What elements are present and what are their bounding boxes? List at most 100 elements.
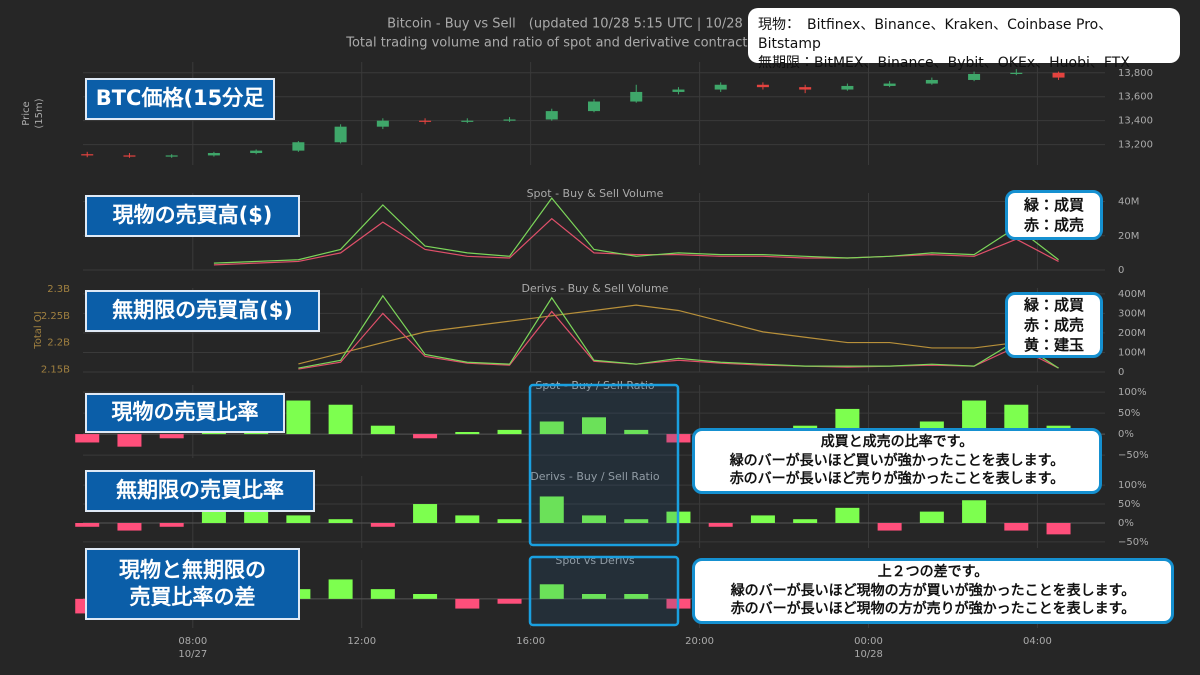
candle-body [461,120,474,122]
label-line: BTC価格(15分足 [95,86,265,111]
bar [455,598,480,609]
y-tick-label: 300M [1118,308,1146,319]
y-tick-label: 100% [1118,480,1147,491]
candle-body [968,73,981,80]
bar [328,519,353,523]
label-line: 売買比率の差 [129,585,256,609]
candle-body [756,84,769,88]
candle-body [841,85,854,90]
label-line: 無期限の売買比率 [116,478,284,503]
candle-body [376,120,389,127]
x-tick-date: 10/28 [854,649,883,660]
candle-body [672,89,685,92]
bar [75,522,100,527]
y2-tick-label: 2.3B [47,284,70,295]
y-tick-label: 0 [1118,265,1124,276]
candle-body [292,142,305,151]
panel-label: 現物の売買高($) [85,195,300,237]
panel-title: Derivs - Buy / Sell Ratio [530,470,660,483]
bar [328,404,353,435]
series-line [213,197,1059,264]
bar [117,434,142,447]
y-tick-label: 13,400 [1118,116,1153,127]
y-tick-label: 0% [1118,429,1134,440]
bar [582,594,606,599]
bar [919,511,944,523]
series-line [298,294,1059,369]
bar [370,425,395,435]
panel-label: 無期限の売買比率 [85,470,315,512]
note: 成買と成売の比率です。 緑のバーが長いほど買いが強かったことを表します。 赤のバ… [692,428,1102,494]
candle-body [799,87,812,90]
x-tick-label: 04:00 [1023,636,1052,647]
bar [370,589,395,599]
note-line: 緑：成買 [1023,195,1084,214]
candle-body [630,91,643,102]
bar [539,584,564,599]
series-line [213,217,1059,266]
candle-body [81,154,94,156]
bar [286,515,311,523]
candle-body [503,119,516,121]
y2-axis-label: Total OI [33,311,44,349]
bar [582,417,606,435]
y-tick-label: 200M [1118,328,1146,339]
bar [793,519,818,523]
bar [455,515,480,523]
bar [497,519,522,523]
bar [117,522,142,531]
bar [497,598,522,604]
candle-body [250,150,263,154]
panel-label: 現物の売買比率 [85,393,285,433]
y2-tick-label: 2.25B [41,311,70,322]
bar [75,434,100,443]
note-line: 赤のバーが長いほど売りが強かったことを表します。 [729,471,1065,488]
y-tick-label: 0 [1118,367,1124,378]
y2-tick-label: 2.2B [47,338,70,349]
label-line: 現物の売買高($) [112,203,273,228]
y-tick-label: 13,800 [1118,68,1153,79]
note-line: 緑のバーが長いほど現物の方が買いが強かったことを表します。 [730,582,1136,599]
bar [1004,522,1029,531]
panel-label: 無期限の売買高($) [85,290,320,332]
series-line [298,304,1059,365]
candle-body [545,111,558,120]
x-tick-label: 00:00 [854,636,883,647]
label-line: 現物と無期限の [119,557,266,582]
highlight [528,555,680,627]
bar [539,421,564,435]
bar [750,515,775,523]
panel-label: BTC価格(15分足 [85,78,275,120]
x-tick-label: 12:00 [347,636,376,647]
note: 緑：成買 赤：成売 黄：建玉 [1005,292,1103,358]
y-tick-label: 13,600 [1118,92,1153,103]
exchange-box: 現物： Bitfinex、Binance、Kraken、Coinbase Pro… [748,8,1180,71]
note-line: 黄：建玉 [1023,336,1084,355]
exchange-line: 現物： Bitfinex、Binance、Kraken、Coinbase Pro… [758,17,1113,52]
candle-body [1010,72,1023,74]
bar [708,522,733,527]
bar [413,504,438,523]
y-tick-label: 40M [1118,197,1139,208]
bar [962,500,987,523]
candle-body [165,155,178,157]
note-line: 赤：成売 [1023,315,1084,334]
y-tick-label: −50% [1118,537,1149,548]
note-line: 緑のバーが長いほど買いが強かったことを表します。 [729,452,1065,469]
bar [835,507,860,523]
x-tick-date: 10/27 [178,649,207,660]
chart-title: Bitcoin - Buy vs Sell (updated 10/28 5:1… [387,17,743,32]
bar [539,496,564,523]
y-axis-label: Price [21,101,32,125]
note-line: 緑：成買 [1023,295,1084,314]
candle-body [334,126,347,143]
bar [413,434,438,439]
y-tick-label: 50% [1118,408,1140,419]
x-tick-label: 20:00 [685,636,714,647]
bar [159,522,184,527]
candle-body [883,83,896,86]
y-tick-label: 400M [1118,289,1146,300]
candle-body [419,120,432,122]
bar [286,400,311,435]
bar [370,522,395,527]
